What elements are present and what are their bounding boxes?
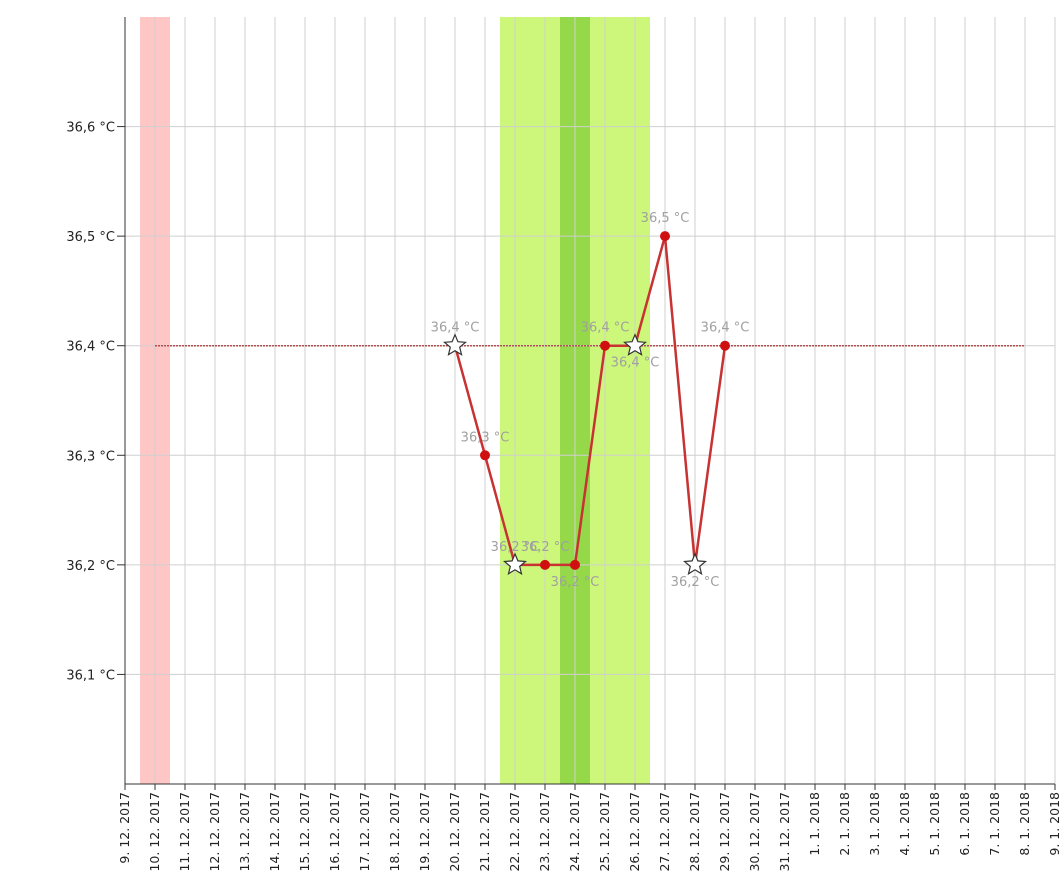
- dot-marker: [570, 559, 580, 570]
- x-tick-label: 21. 12. 2017: [477, 792, 492, 872]
- value-label: 36,5 °C: [641, 211, 690, 226]
- star-marker: [442, 333, 468, 356]
- x-tick-label: 9. 1. 2018: [1047, 792, 1062, 856]
- x-tick-label: 29. 12. 2017: [717, 792, 732, 872]
- x-tick-label: 6. 1. 2018: [957, 792, 972, 856]
- dot-marker: [480, 450, 490, 461]
- x-tick-label: 20. 12. 2017: [447, 792, 462, 872]
- x-tick-label: 31. 12. 2017: [777, 792, 792, 872]
- y-tick-label: 36,5 °C: [66, 230, 115, 245]
- x-tick-label: 8. 1. 2018: [1017, 792, 1032, 856]
- value-label: 36,2 °C: [671, 575, 720, 590]
- star-marker: [682, 552, 708, 576]
- x-tick-label: 19. 12. 2017: [417, 792, 432, 872]
- x-tick-label: 28. 12. 2017: [687, 792, 702, 872]
- dot-marker: [720, 340, 730, 351]
- x-tick-label: 18. 12. 2017: [387, 792, 402, 872]
- x-tick-label: 9. 12. 2017: [117, 792, 132, 864]
- value-label: 36,2 °C: [551, 575, 600, 590]
- dot-marker: [600, 340, 610, 351]
- x-tick-label: 17. 12. 2017: [357, 792, 372, 872]
- x-tick-label: 4. 1. 2018: [897, 792, 912, 856]
- x-tick-label: 22. 12. 2017: [507, 792, 522, 872]
- value-label: 36,2 °C: [491, 540, 540, 555]
- x-tick-label: 27. 12. 2017: [657, 792, 672, 872]
- x-tick-label: 10. 12. 2017: [147, 792, 162, 872]
- star-marker: [622, 333, 648, 356]
- x-tick-label: 23. 12. 2017: [537, 792, 552, 872]
- x-tick-label: 25. 12. 2017: [597, 792, 612, 872]
- dot-marker: [540, 559, 550, 570]
- x-tick-label: 11. 12. 2017: [177, 792, 192, 872]
- y-tick-label: 36,3 °C: [66, 449, 115, 464]
- value-label: 36,4 °C: [701, 321, 750, 336]
- x-tick-label: 1. 1. 2018: [807, 792, 822, 856]
- value-label: 36,3 °C: [461, 430, 510, 445]
- value-label: 36,2 °C: [521, 540, 570, 555]
- x-tick-label: 3. 1. 2018: [867, 792, 882, 856]
- x-tick-label: 12. 12. 2017: [207, 792, 222, 872]
- value-label: 36,4 °C: [431, 321, 480, 336]
- x-tick-label: 26. 12. 2017: [627, 792, 642, 872]
- star-marker: [502, 552, 528, 576]
- value-label: 36,4 °C: [611, 356, 660, 371]
- y-tick-label: 36,6 °C: [66, 121, 115, 136]
- y-tick-label: 36,2 °C: [66, 559, 115, 574]
- x-tick-label: 7. 1. 2018: [987, 792, 1002, 856]
- x-tick-label: 14. 12. 2017: [267, 792, 282, 872]
- x-tick-label: 2. 1. 2018: [837, 792, 852, 856]
- y-tick-label: 36,1 °C: [66, 668, 115, 683]
- x-tick-label: 30. 12. 2017: [747, 792, 762, 872]
- temperature-line: [453, 235, 727, 567]
- x-tick-label: 13. 12. 2017: [237, 792, 252, 872]
- y-tick-label: 36,4 °C: [66, 340, 115, 355]
- x-tick-label: 16. 12. 2017: [327, 792, 342, 872]
- x-tick-label: 15. 12. 2017: [297, 792, 312, 872]
- value-label: 36,4 °C: [581, 321, 630, 336]
- dot-marker: [660, 231, 670, 242]
- x-tick-label: 5. 1. 2018: [927, 792, 942, 856]
- x-tick-label: 24. 12. 2017: [567, 792, 582, 872]
